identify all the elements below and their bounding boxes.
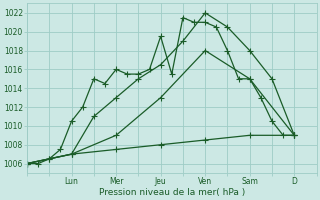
X-axis label: Pression niveau de la mer( hPa ): Pression niveau de la mer( hPa ) bbox=[99, 188, 245, 197]
